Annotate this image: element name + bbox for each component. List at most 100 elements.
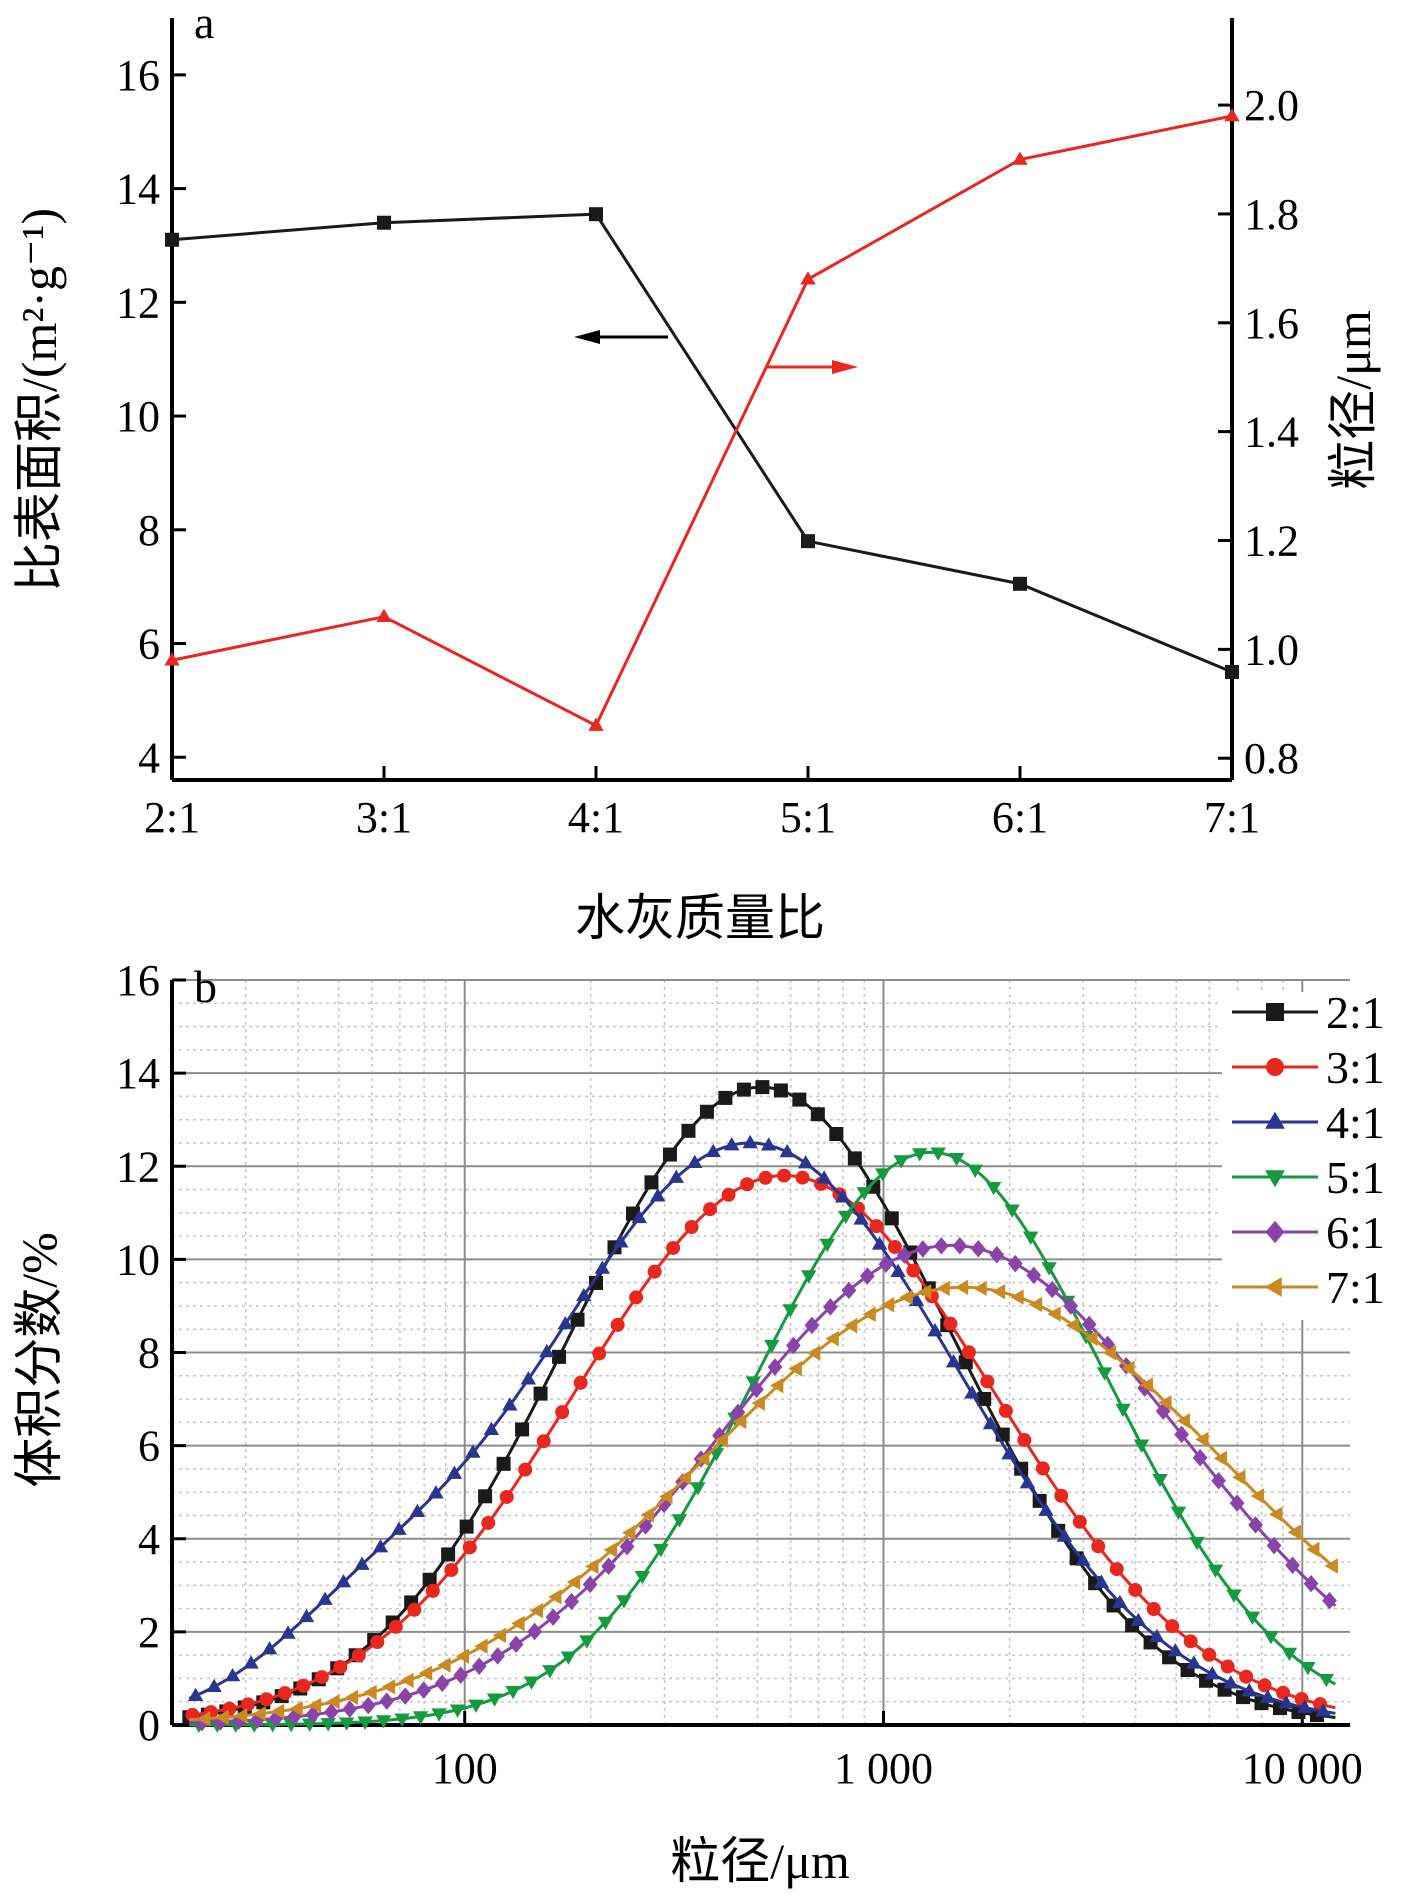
series-7-1-marker [585, 1558, 599, 1575]
series-7-1-marker [492, 1627, 507, 1644]
panel-a-series-left-point [1225, 664, 1239, 679]
series-4-1-marker [945, 1354, 962, 1368]
series-6-1-marker [268, 1709, 284, 1728]
series-7-1-marker [1010, 1289, 1024, 1305]
series-6-1-marker [970, 1239, 986, 1258]
series-3-1-marker [887, 1239, 902, 1254]
series-4-1-marker [687, 1154, 703, 1168]
series-4-1-marker [1204, 1666, 1221, 1680]
series-2-1-marker [589, 1276, 604, 1291]
series-5-1-marker [523, 1676, 540, 1690]
series-4-1-marker [1038, 1502, 1054, 1516]
series-2-1-marker [552, 1349, 567, 1364]
series-5-1-marker [1263, 1631, 1279, 1645]
series-3-1-marker [980, 1374, 995, 1389]
panel-b-y-tick-label: 8 [138, 1329, 160, 1378]
series-7-1-marker [1158, 1394, 1172, 1411]
panel-a-series-right-point [800, 271, 816, 285]
series-5-1-marker [560, 1651, 577, 1665]
series-6-1-marker [601, 1557, 616, 1575]
panel-a-left-axis-label: 比表面积/(m²·g⁻¹) [11, 208, 67, 592]
series-5-1-marker [357, 1716, 373, 1730]
series-6-1-marker [471, 1657, 487, 1675]
series-4-1-marker [631, 1209, 647, 1224]
series-3-1-marker [370, 1634, 385, 1649]
series-2-1-marker [755, 1080, 770, 1095]
series-6-1-marker [286, 1708, 302, 1726]
series-7-1-marker [455, 1648, 470, 1664]
panel-a-left-tick-label: 10 [116, 392, 160, 441]
series-7-1-marker [1287, 1524, 1301, 1540]
series-7-1-marker [659, 1488, 673, 1505]
series-6-1-marker [1303, 1574, 1319, 1593]
series-5-1-line [189, 1150, 1337, 1727]
panel-a-series-left-point [165, 232, 179, 247]
panel-b-series [182, 1080, 1338, 1733]
panel-a-left-tick-label: 12 [116, 278, 160, 327]
series-3-1-marker [1017, 1432, 1032, 1447]
series-4-1-marker [520, 1371, 537, 1385]
panel-a-left-tick-label: 16 [116, 51, 160, 100]
series-3-1-marker [758, 1170, 773, 1185]
series-3-1-marker [1165, 1619, 1180, 1634]
series-3-1-marker [277, 1686, 292, 1701]
panel-b-x-tick-label: 10 000 [1242, 1744, 1363, 1793]
series-4-1-marker [760, 1137, 777, 1151]
panel-a-series [164, 107, 1240, 731]
series-3-1-marker [573, 1375, 588, 1390]
series-5-1-marker [468, 1699, 484, 1713]
series-5-1-marker [1300, 1661, 1316, 1676]
panel-a-series-right-line [171, 114, 1233, 728]
series-4-1-marker [298, 1608, 315, 1623]
series-7-1-marker [252, 1706, 266, 1722]
series-4-1-marker [576, 1287, 592, 1302]
series-7-1-marker [344, 1689, 359, 1706]
series-4-1-marker [187, 1687, 204, 1701]
series-2-1-marker [496, 1456, 511, 1471]
series-4-1-marker [890, 1263, 906, 1277]
series-2-1-marker [459, 1519, 474, 1534]
series-2-1-marker [792, 1092, 807, 1107]
series-5-1-marker [856, 1187, 872, 1201]
panel-b-y-tick-label: 12 [116, 1142, 160, 1191]
series-5-1-marker [1189, 1536, 1205, 1551]
series-4-1-marker [853, 1211, 869, 1225]
legend-marker-2-1 [1266, 1003, 1284, 1021]
series-5-1-marker [1318, 1673, 1335, 1688]
series-5-1-marker [338, 1717, 355, 1731]
series-3-1-marker [1072, 1514, 1087, 1529]
series-4-1-marker [224, 1667, 241, 1682]
series-3-1-marker [629, 1290, 644, 1305]
series-4-1-marker [261, 1641, 278, 1655]
series-3-1-marker [1202, 1647, 1217, 1662]
series-7-1-marker [1047, 1306, 1061, 1322]
series-4-1-marker [1112, 1594, 1128, 1608]
panel-a-right-tick-label: 1.2 [1244, 517, 1299, 566]
panel-a-right-tick-label: 1.0 [1244, 625, 1299, 674]
series-6-1-marker [379, 1692, 395, 1710]
series-7-1-marker [1232, 1469, 1246, 1485]
series-5-1-marker [967, 1164, 983, 1178]
series-3-1-marker [333, 1660, 348, 1675]
series-3-1-marker [740, 1177, 755, 1192]
series-5-1-marker [948, 1152, 965, 1167]
series-6-1-marker [730, 1403, 746, 1422]
series-5-1-marker [320, 1718, 336, 1732]
panel-b-y-tick-label: 6 [138, 1422, 160, 1471]
series-5-1-marker [597, 1616, 614, 1631]
series-6-1-marker [1229, 1494, 1245, 1512]
series-6-1-marker [841, 1281, 857, 1300]
series-7-1-marker [215, 1709, 229, 1726]
series-3-1-marker [444, 1563, 459, 1578]
series-3-1-marker [647, 1264, 662, 1279]
series-5-1-marker [542, 1665, 558, 1679]
series-5-1-marker [579, 1635, 595, 1649]
series-5-1-marker [801, 1270, 817, 1284]
panel-a-left-tick-label: 14 [116, 165, 160, 214]
series-3-1-marker [425, 1583, 440, 1598]
series-4-1-marker [1019, 1475, 1036, 1489]
series-2-1-marker [441, 1547, 456, 1562]
panel-a-left-tick-label: 4 [138, 733, 160, 782]
series-2-1-marker [422, 1572, 437, 1587]
series-4-1-marker [1167, 1643, 1184, 1657]
